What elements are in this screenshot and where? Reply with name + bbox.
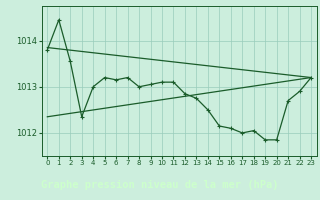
Text: Graphe pression niveau de la mer (hPa): Graphe pression niveau de la mer (hPa) [41, 180, 279, 190]
